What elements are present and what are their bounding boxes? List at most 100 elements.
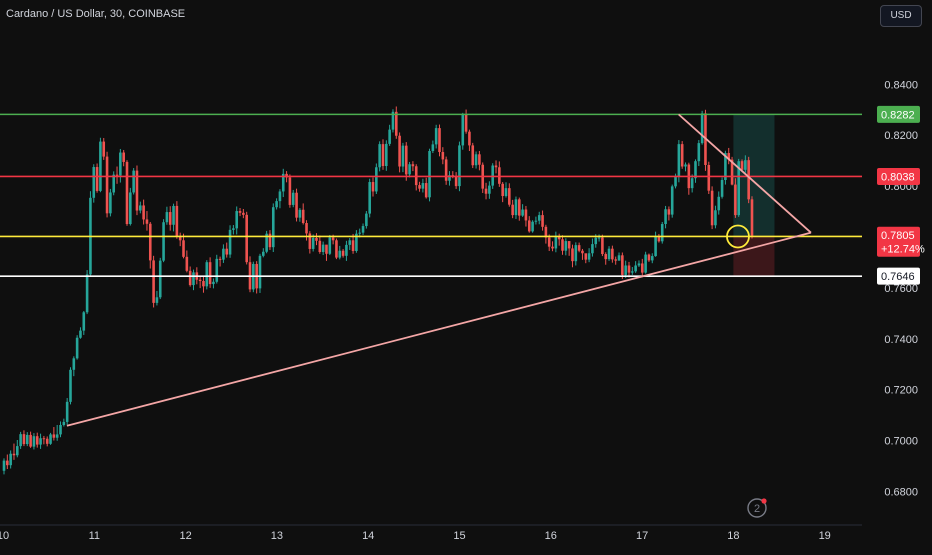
candle-body <box>35 436 39 445</box>
candle <box>139 201 142 214</box>
candle-body <box>498 167 501 184</box>
price-tag-value: 0.8038 <box>881 171 915 183</box>
candle <box>697 140 701 167</box>
candle-body <box>295 192 298 218</box>
candle-body <box>670 186 674 215</box>
candle <box>378 141 381 172</box>
candle-body <box>72 358 76 370</box>
candle-body <box>547 237 551 247</box>
candle <box>534 216 538 225</box>
candle <box>262 248 265 258</box>
candle-body <box>478 154 481 165</box>
candle <box>431 140 435 154</box>
candle-body <box>265 233 268 252</box>
candle <box>65 398 69 425</box>
candle <box>308 231 312 254</box>
candle-body <box>700 113 704 144</box>
candle-body <box>298 209 302 218</box>
candle-body <box>185 256 189 271</box>
price-tag <box>877 167 920 185</box>
candle-body <box>724 153 727 181</box>
candle <box>275 198 278 210</box>
candle <box>2 458 6 475</box>
candle-body <box>198 279 202 282</box>
candle-body <box>660 224 664 242</box>
candle-body <box>22 434 26 445</box>
candle <box>398 132 401 173</box>
x-tick-label: 19 <box>819 530 831 542</box>
candle <box>238 207 242 217</box>
candle <box>640 258 644 278</box>
candle-body <box>45 438 49 444</box>
candle-body <box>541 215 544 227</box>
candle-body <box>112 174 116 193</box>
candle-body <box>534 220 538 222</box>
candle <box>577 242 581 253</box>
candle <box>637 260 641 268</box>
candle-body <box>411 164 415 167</box>
candle <box>714 205 717 229</box>
candle <box>511 199 514 219</box>
candle <box>434 124 438 149</box>
candle <box>561 235 564 255</box>
candle <box>521 204 524 217</box>
candle <box>504 182 508 198</box>
candle-body <box>288 177 292 205</box>
candle-body <box>508 188 511 205</box>
candle <box>162 219 165 263</box>
candle <box>644 251 647 274</box>
candle-body <box>212 281 215 285</box>
candle-body <box>740 161 744 170</box>
candle <box>667 206 671 221</box>
candle <box>564 238 568 256</box>
candle-body <box>122 152 125 162</box>
candle-body <box>514 199 518 216</box>
candle-body <box>148 223 152 261</box>
candle-body <box>368 182 371 214</box>
candle-body <box>634 265 637 272</box>
x-tick-label: 11 <box>89 530 100 542</box>
candle-body <box>325 244 328 254</box>
candle-body <box>55 434 59 438</box>
candle-body <box>667 209 671 215</box>
candle <box>112 171 116 196</box>
candle-body <box>650 256 654 261</box>
price-tag <box>877 226 920 257</box>
candle <box>72 356 76 377</box>
candle-body <box>624 265 627 275</box>
candle-body <box>69 369 72 402</box>
candle <box>202 275 205 293</box>
candle-body <box>271 207 275 248</box>
candle-body <box>398 135 401 167</box>
candle <box>122 149 125 167</box>
candle <box>660 221 664 244</box>
candle-body <box>737 161 741 216</box>
candle-body <box>448 175 451 181</box>
candle <box>35 432 39 448</box>
candle-body <box>208 262 212 285</box>
candle-body <box>747 160 750 200</box>
candle-body <box>601 237 604 255</box>
svg-text:2: 2 <box>754 503 760 515</box>
lower-trendline <box>66 231 812 427</box>
candle <box>85 270 89 315</box>
candle-body <box>311 238 315 249</box>
candle <box>597 234 601 242</box>
candle <box>95 163 99 193</box>
candle-body <box>707 164 711 191</box>
candle <box>744 155 747 173</box>
currency-button[interactable]: USD <box>880 5 922 27</box>
candle <box>650 253 654 264</box>
candle-body <box>365 213 368 227</box>
price-change-percent: +12.74% <box>881 244 925 256</box>
candle-body <box>717 196 721 211</box>
candle <box>471 142 475 169</box>
candle <box>647 253 651 262</box>
candle <box>168 206 172 231</box>
candle <box>428 148 431 202</box>
candle-body <box>139 205 142 211</box>
candle-body <box>434 128 438 145</box>
